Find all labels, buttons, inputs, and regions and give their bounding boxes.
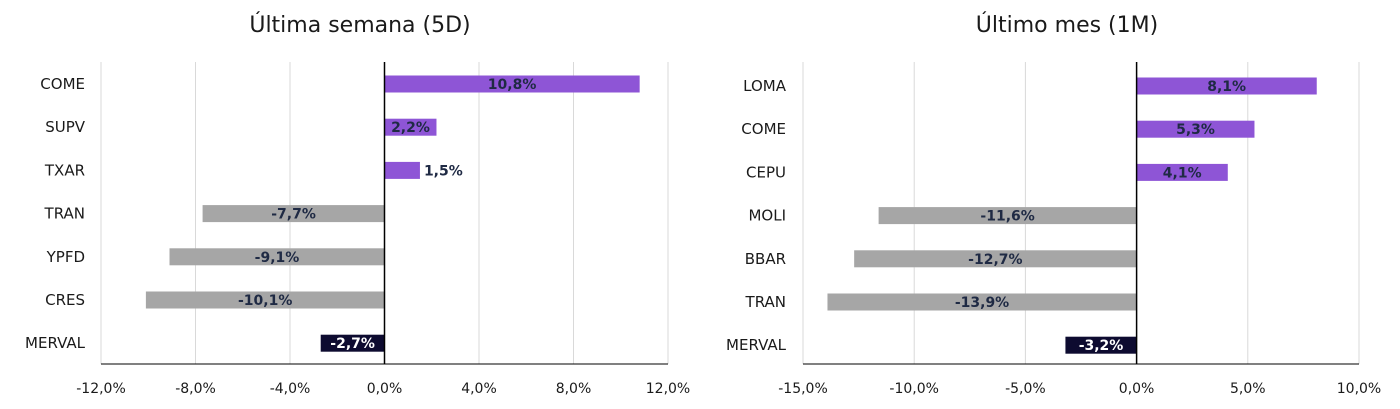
- category-label: CRES: [45, 291, 85, 309]
- bar: [320, 334, 385, 352]
- bar: [169, 248, 385, 266]
- data-label: -13,9%: [955, 295, 1009, 311]
- chart-last-month: Último mes (1M) -15,0% -10,0% -5,0% 0,0% 5,0%…: [726, 12, 1381, 397]
- x-tick-label: -4,0%: [270, 381, 311, 397]
- data-label: -12,7%: [968, 252, 1022, 268]
- category-label: TRAN: [745, 293, 786, 311]
- category-label: MERVAL: [726, 336, 787, 354]
- data-label: -3,2%: [1079, 338, 1124, 354]
- data-label: -10,1%: [238, 293, 292, 309]
- x-tick-label: -10,0%: [889, 381, 939, 397]
- x-tick-label: 8,0%: [556, 381, 592, 397]
- category-label: COME: [40, 75, 85, 93]
- bar: [827, 293, 1137, 311]
- bar: [145, 291, 385, 309]
- x-tick-label: 12,0%: [646, 381, 690, 397]
- bar: [384, 118, 437, 136]
- x-tick-label: 10,0%: [1337, 381, 1381, 397]
- category-label: YPFD: [46, 248, 85, 266]
- category-label: SUPV: [45, 118, 86, 136]
- category-label: MERVAL: [25, 334, 86, 352]
- chart-title: Último mes (1M): [976, 12, 1158, 38]
- category-label: CEPU: [746, 163, 786, 181]
- bar: [1065, 336, 1137, 354]
- data-label: -7,7%: [271, 207, 316, 223]
- data-label: 2,2%: [391, 120, 430, 136]
- x-tick-label: 5,0%: [1230, 381, 1266, 397]
- category-label: TRAN: [44, 205, 85, 223]
- data-label: -11,6%: [980, 209, 1034, 225]
- bar: [384, 75, 640, 93]
- x-tick-label: -5,0%: [1005, 381, 1046, 397]
- x-tick-label: -12,0%: [76, 381, 126, 397]
- chart-title: Última semana (5D): [249, 12, 470, 38]
- category-label: LOMA: [743, 77, 787, 95]
- data-label: 10,8%: [488, 77, 537, 93]
- bar: [202, 205, 385, 223]
- data-label: 8,1%: [1207, 79, 1246, 95]
- x-tick-label: 4,0%: [461, 381, 497, 397]
- bar: [1136, 163, 1228, 181]
- category-label: BBAR: [745, 250, 786, 268]
- data-label: 5,3%: [1176, 122, 1215, 138]
- x-tick-label: 0,0%: [1119, 381, 1155, 397]
- bar: [384, 161, 420, 179]
- x-tick-label: -8,0%: [175, 381, 216, 397]
- chart-last-week: Última semana (5D) -12,0% -8,0% -4,0% 0,0% 4,…: [25, 12, 690, 397]
- x-tick-label: -15,0%: [778, 381, 828, 397]
- category-label: MOLI: [748, 207, 786, 225]
- bar: [1136, 120, 1255, 138]
- x-tick-label: 0,0%: [367, 381, 403, 397]
- bar: [878, 207, 1137, 225]
- data-label: 4,1%: [1163, 165, 1202, 181]
- bar: [1136, 77, 1317, 95]
- category-label: TXAR: [44, 161, 85, 179]
- data-label: 1,5%: [424, 163, 463, 179]
- category-label: COME: [741, 120, 786, 138]
- bar: [854, 250, 1137, 268]
- data-label: -2,7%: [330, 336, 375, 352]
- data-label: -9,1%: [255, 250, 300, 266]
